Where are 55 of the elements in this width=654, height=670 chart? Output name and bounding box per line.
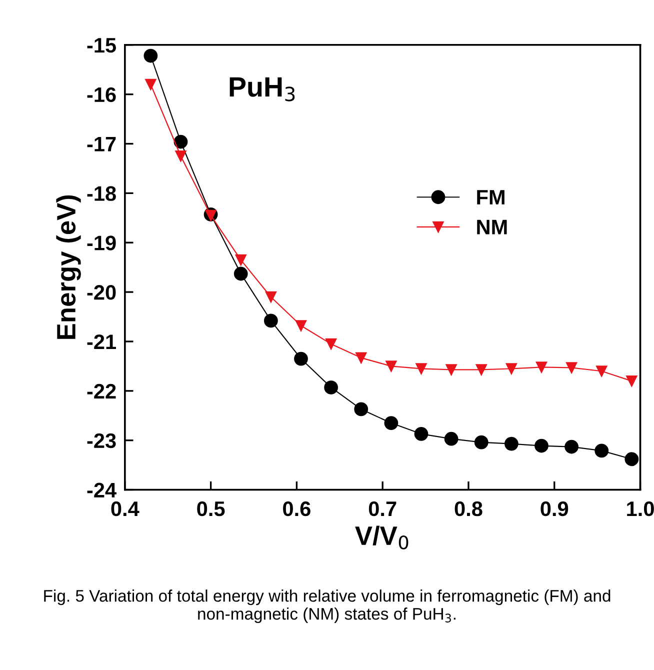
point [536, 362, 548, 373]
point [295, 320, 307, 332]
y-axis-title: Energy (eV) [56, 195, 81, 339]
point [235, 254, 246, 266]
point [446, 364, 457, 376]
point [384, 416, 398, 430]
y-tick-label: -17 [87, 136, 116, 152]
y-tick-label: -15 [87, 38, 116, 53]
x-tick-label: 0.9 [540, 501, 568, 516]
point [326, 338, 337, 350]
point [386, 360, 397, 372]
point [596, 366, 608, 377]
y-tick-label: -19 [87, 236, 116, 250]
point [416, 363, 427, 374]
y-tick-label: -18 [87, 186, 116, 201]
x-tick-label: 0.8 [454, 501, 482, 516]
point [566, 362, 578, 374]
point [624, 452, 639, 466]
legend-label: NM [477, 220, 507, 234]
point [506, 363, 517, 374]
x-tick-label: 0.4 [111, 501, 140, 516]
point [444, 432, 458, 446]
y-tick-label: -24 [87, 482, 116, 498]
x-tick-label: 0.7 [368, 501, 396, 516]
y-tick-label: -16 [87, 87, 116, 102]
point [474, 435, 488, 450]
point [534, 438, 548, 453]
point [234, 266, 248, 281]
point [145, 78, 156, 90]
y-tick-label: -23 [87, 433, 116, 448]
point [264, 314, 278, 328]
point [175, 150, 186, 162]
point [174, 134, 188, 149]
legend-label: FM [477, 190, 504, 204]
point [564, 440, 578, 454]
point [356, 352, 367, 364]
x-tick-label: 0.6 [283, 501, 310, 516]
point [354, 402, 368, 416]
point [265, 291, 276, 303]
annotation: PuH$_{3}$ [230, 77, 295, 102]
x-tick-label: 1.0 [627, 501, 654, 516]
point [324, 380, 338, 394]
point [414, 426, 428, 441]
point [476, 364, 487, 376]
point [504, 436, 518, 451]
point [626, 375, 638, 387]
caption: Fig. 5 Variation of total energy with relative volume in ferromagnetic (FM) and non-magnetic (NM) states of PuH$_{3}$. [44, 590, 610, 624]
y-tick-label: -20 [87, 285, 116, 300]
y-tick-label: -21 [87, 334, 116, 350]
point [144, 48, 158, 63]
point [594, 444, 609, 458]
x-axis-title: V/V$_{0}$ [355, 526, 408, 550]
x-tick-label: 0.5 [197, 501, 225, 516]
point [294, 352, 308, 366]
y-tick-label: -22 [87, 384, 116, 398]
